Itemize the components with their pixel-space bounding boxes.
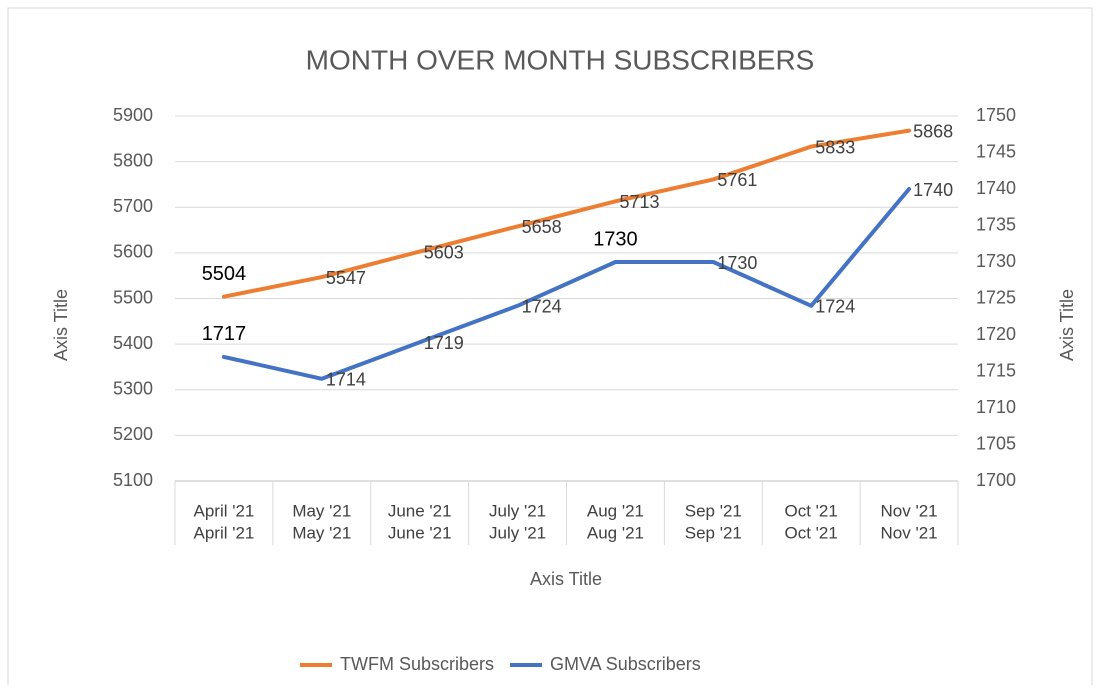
y2-tick-label: 1725 (976, 287, 1016, 307)
data-label: 5761 (717, 170, 757, 190)
data-label: 1724 (522, 297, 562, 317)
y2-tick-label: 1700 (976, 470, 1016, 490)
data-label: 5868 (913, 121, 953, 141)
data-label: 1719 (424, 333, 464, 353)
data-label: 1714 (326, 370, 366, 390)
y-tick-label: 5400 (113, 333, 153, 353)
y-tick-label: 5500 (113, 287, 153, 307)
y-tick-label: 5700 (113, 196, 153, 216)
data-label: 1717 (202, 323, 247, 345)
x-tick-label: Aug '21 (587, 501, 644, 520)
y-tick-label: 5200 (113, 424, 153, 444)
legend-label: TWFM Subscribers (340, 654, 494, 674)
x-group-label: Nov '21 (881, 523, 938, 542)
data-label: 5833 (815, 137, 855, 157)
chart-border (7, 7, 1093, 690)
y-tick-label: 5900 (113, 105, 153, 125)
y2-tick-label: 1720 (976, 324, 1016, 344)
x-tick-label: May '21 (292, 501, 351, 520)
data-label: 5504 (202, 263, 247, 285)
data-label: 5603 (424, 242, 464, 262)
y2-tick-label: 1745 (976, 141, 1016, 161)
x-tick-label: Sep '21 (685, 501, 742, 520)
y-tick-label: 5100 (113, 470, 153, 490)
x-group-label: May '21 (292, 523, 351, 542)
y2-tick-label: 1710 (976, 397, 1016, 417)
y-axis-title: Axis Title (51, 289, 71, 361)
x-group-label: Oct '21 (785, 523, 838, 542)
y2-tick-label: 1750 (976, 105, 1016, 125)
x-tick-label: April '21 (193, 501, 254, 520)
y2-tick-label: 1705 (976, 433, 1016, 453)
y2-tick-label: 1715 (976, 360, 1016, 380)
data-label: 1740 (913, 180, 953, 200)
series-line (221, 187, 912, 381)
x-tick-label: June '21 (388, 501, 452, 520)
data-label: 1730 (717, 253, 757, 273)
y2-tick-label: 1740 (976, 178, 1016, 198)
x-group-label: April '21 (193, 523, 254, 542)
data-label: 5713 (619, 192, 659, 212)
data-label: 5547 (326, 268, 366, 288)
y2-tick-label: 1735 (976, 214, 1016, 234)
x-group-label: Sep '21 (685, 523, 742, 542)
x-group-label: Aug '21 (587, 523, 644, 542)
x-tick-label: Oct '21 (785, 501, 838, 520)
legend-label: GMVA Subscribers (550, 654, 701, 674)
y-tick-label: 5300 (113, 379, 153, 399)
y2-tick-label: 1730 (976, 251, 1016, 271)
x-axis-title: Axis Title (530, 569, 602, 589)
data-label: 1724 (815, 297, 855, 317)
y-tick-label: 5600 (113, 242, 153, 262)
x-tick-label: July '21 (489, 501, 546, 520)
x-group-label: June '21 (388, 523, 452, 542)
x-tick-label: Nov '21 (881, 501, 938, 520)
x-group-label: July '21 (489, 523, 546, 542)
y2-axis-title: Axis Title (1057, 289, 1077, 361)
series-line (221, 128, 912, 299)
data-label: 5658 (522, 217, 562, 237)
chart-title: MONTH OVER MONTH SUBSCRIBERS (306, 44, 815, 75)
y-tick-label: 5800 (113, 150, 153, 170)
data-label: 1730 (593, 228, 638, 250)
